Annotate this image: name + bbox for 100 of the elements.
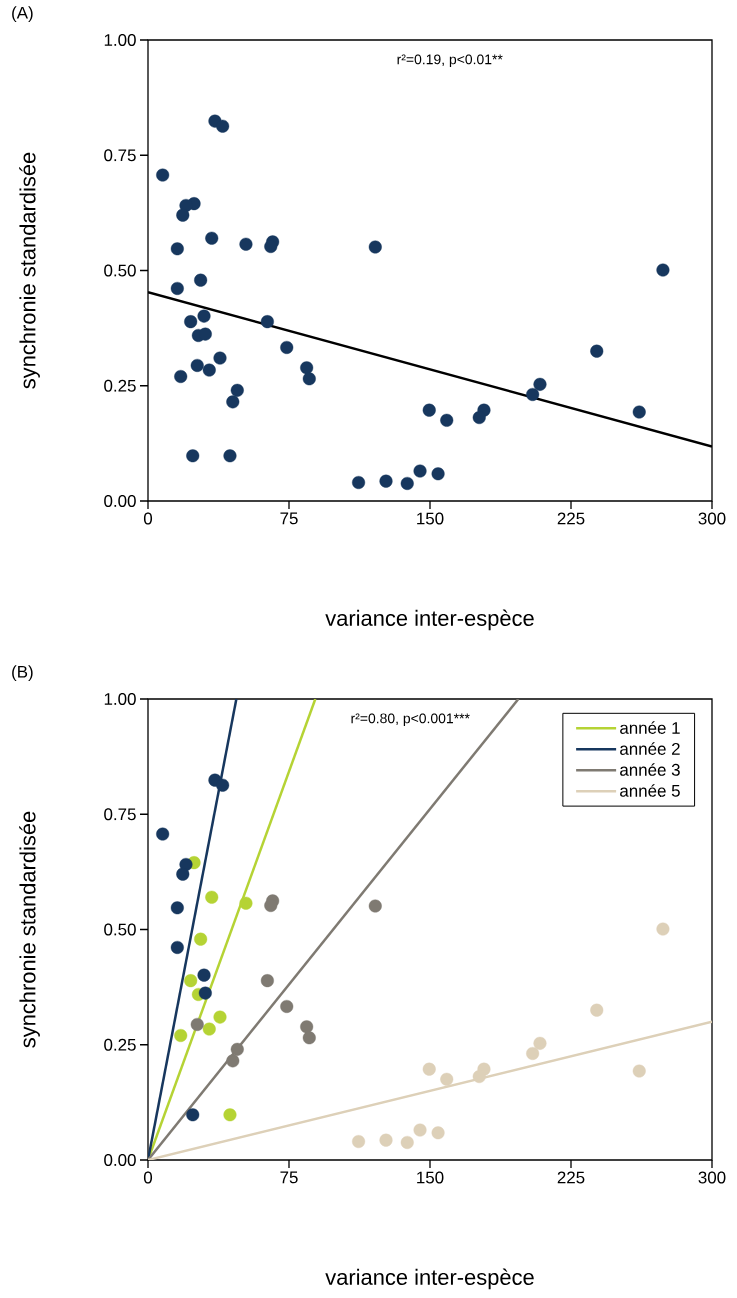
x-tick-label: 0: [143, 512, 153, 525]
y-axis-title: synchronie standardisée: [19, 152, 40, 389]
point: [156, 827, 170, 841]
point: [264, 240, 278, 254]
point: [176, 208, 190, 222]
annotation: r²=0.19, p<0.01**: [397, 54, 503, 68]
x-axis-title: variance inter-espèce: [325, 609, 534, 631]
point: [170, 940, 184, 954]
point: [213, 351, 227, 365]
point: [352, 1135, 366, 1149]
point: [216, 119, 230, 133]
point: [186, 1108, 200, 1122]
point: [368, 240, 382, 254]
annotation: r²=0.80, p<0.001***: [351, 713, 470, 727]
point: [156, 168, 170, 182]
point: [368, 899, 382, 913]
point: [302, 1031, 316, 1045]
legend-label: année 5: [620, 784, 680, 797]
point: [239, 896, 253, 910]
y-tick-label: 0.00: [104, 1153, 136, 1166]
point: [526, 387, 540, 401]
point: [197, 309, 211, 323]
point: [632, 1064, 646, 1078]
y-tick-label: 0.00: [104, 494, 136, 507]
point: [264, 899, 278, 913]
point: [533, 377, 547, 391]
x-tick-label: 300: [698, 1171, 726, 1184]
point: [590, 1003, 604, 1017]
y-tick-label: 0.50: [104, 264, 136, 277]
point: [472, 411, 486, 425]
point: [184, 974, 198, 988]
y-axis-title: synchronie standardisée: [19, 811, 40, 1048]
point: [440, 413, 454, 427]
point: [230, 383, 244, 397]
chart-title: (B): [12, 665, 33, 682]
point: [174, 370, 188, 384]
point: [533, 1036, 547, 1050]
point: [170, 901, 184, 915]
point: [170, 281, 184, 295]
point: [280, 999, 294, 1013]
point: [379, 1133, 393, 1147]
x-tick-label: 300: [698, 512, 726, 525]
point: [223, 1108, 237, 1122]
point: [239, 237, 253, 251]
point: [300, 1020, 314, 1034]
point: [526, 1047, 540, 1060]
x-tick-label: 150: [417, 1171, 444, 1184]
x-tick-label: 150: [417, 512, 444, 525]
point: [197, 968, 211, 982]
point: [422, 1062, 436, 1076]
y-tick-label: 1.00: [104, 692, 136, 705]
x-tick-label: 75: [280, 1171, 298, 1184]
point: [230, 1042, 244, 1056]
point: [352, 476, 366, 490]
point: [205, 890, 219, 904]
point: [202, 363, 216, 377]
y-tick-label: 0.75: [104, 149, 136, 162]
point: [216, 778, 230, 792]
point: [431, 1126, 445, 1140]
point: [431, 467, 445, 481]
point: [226, 395, 240, 409]
point: [176, 867, 190, 881]
y-tick-label: 0.25: [104, 379, 136, 392]
point: [280, 340, 294, 354]
point: [213, 1010, 227, 1024]
point: [260, 315, 274, 329]
point: [656, 922, 670, 936]
point: [413, 1123, 427, 1137]
point: [400, 476, 414, 490]
point: [302, 372, 316, 386]
x-tick-label: 0: [143, 1171, 153, 1184]
point: [190, 1017, 204, 1031]
x-tick-label: 225: [557, 1171, 585, 1184]
y-tick-label: 0.75: [104, 808, 136, 821]
point: [198, 986, 212, 1000]
point: [186, 449, 200, 463]
point: [194, 273, 208, 287]
point: [422, 403, 436, 417]
point: [202, 1022, 216, 1036]
y-tick-label: 0.50: [104, 923, 136, 936]
point: [260, 974, 274, 988]
point: [472, 1070, 486, 1084]
point: [656, 263, 670, 277]
legend-label: année 1: [620, 721, 680, 734]
point: [198, 327, 212, 341]
point: [190, 358, 204, 372]
legend-label: année 3: [620, 763, 680, 776]
point: [226, 1054, 240, 1068]
point: [170, 242, 184, 256]
x-axis-title: variance inter-espèce: [325, 1268, 534, 1290]
x-tick-label: 225: [557, 512, 585, 525]
point: [205, 231, 219, 245]
point: [590, 344, 604, 358]
point: [300, 361, 314, 375]
x-tick-label: 75: [280, 512, 298, 525]
point: [440, 1072, 454, 1086]
point: [184, 315, 198, 329]
point: [413, 464, 427, 478]
legend-label: année 2: [620, 742, 680, 755]
point: [194, 932, 208, 946]
